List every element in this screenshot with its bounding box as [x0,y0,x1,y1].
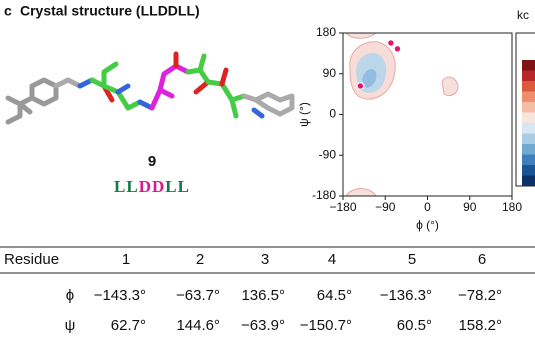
x-axis-label: ϕ (°) [416,218,439,232]
table-cell: −143.3° [94,287,146,304]
y-tick-label: -90 [319,147,337,161]
data-point [394,46,400,52]
table-cell: 60.5° [397,317,432,334]
y-tick-label: 180 [316,25,336,39]
figure-panel: c Crystal structure (LLDDLL) 9 LLDDLL [0,0,535,345]
y-axis-label: ψ (°) [297,102,311,127]
table-cell: −150.7° [300,317,352,334]
table-header-cell: 6 [478,251,486,268]
table-cell: −63.9° [241,317,285,334]
table-header-cell: 1 [122,251,130,268]
data-point [357,83,363,89]
x-tick-label: 0 [424,200,431,214]
colorbar-swatch [522,60,535,71]
data-point [388,40,394,46]
colorbar-swatch [522,71,535,82]
y-tick-label: -180 [312,188,336,202]
energy-contours [346,33,458,196]
table-row-label: ψ [65,317,76,334]
colorbar-swatch [522,165,535,176]
table-header-cell: Residue [4,251,59,268]
compound-number: 9 [148,153,156,170]
x-tick-label: −90 [375,200,396,214]
colorbar-title: kc [517,8,529,22]
colorbar-swatch [522,176,535,187]
colorbar-swatch [522,81,535,92]
table-header-cell: 3 [261,251,269,268]
table-cell: 144.6° [176,317,220,334]
y-tick-label: 90 [323,66,337,80]
x-tick-label: 180 [502,200,522,214]
colorbar-swatch [522,113,535,124]
table-header-cell: 2 [196,251,204,268]
table-header-cell: 5 [408,251,416,268]
colorbar-swatch [522,144,535,155]
x-tick-label: 90 [463,200,477,214]
colorbar-swatch [522,134,535,145]
x-tick-label: −180 [329,200,356,214]
table-cell: −63.7° [176,287,220,304]
y-tick-label: 0 [329,107,336,121]
table-cell: −78.2° [458,287,502,304]
table-cell: 136.5° [241,287,285,304]
sequence-part: LL [114,177,139,196]
colorbar-swatch [522,92,535,103]
colorbar-swatch [522,123,535,134]
panel-title: Crystal structure (LLDDLL) [20,3,200,19]
table-cell: −136.3° [380,287,432,304]
colorbar-swatch [522,102,535,113]
molecule [8,54,292,122]
table-cell: 62.7° [111,317,146,334]
table-cell: 158.2° [458,317,502,334]
table-row-label: ϕ [66,287,74,304]
compound-sequence: LLDDLL [114,177,190,196]
table-header-cell: 4 [328,251,336,268]
table-cell: 64.5° [317,287,352,304]
colorbar-swatch [522,155,535,166]
sequence-part: DD [139,177,166,196]
sequence-part: LL [165,177,190,196]
panel-label: c [4,3,12,19]
